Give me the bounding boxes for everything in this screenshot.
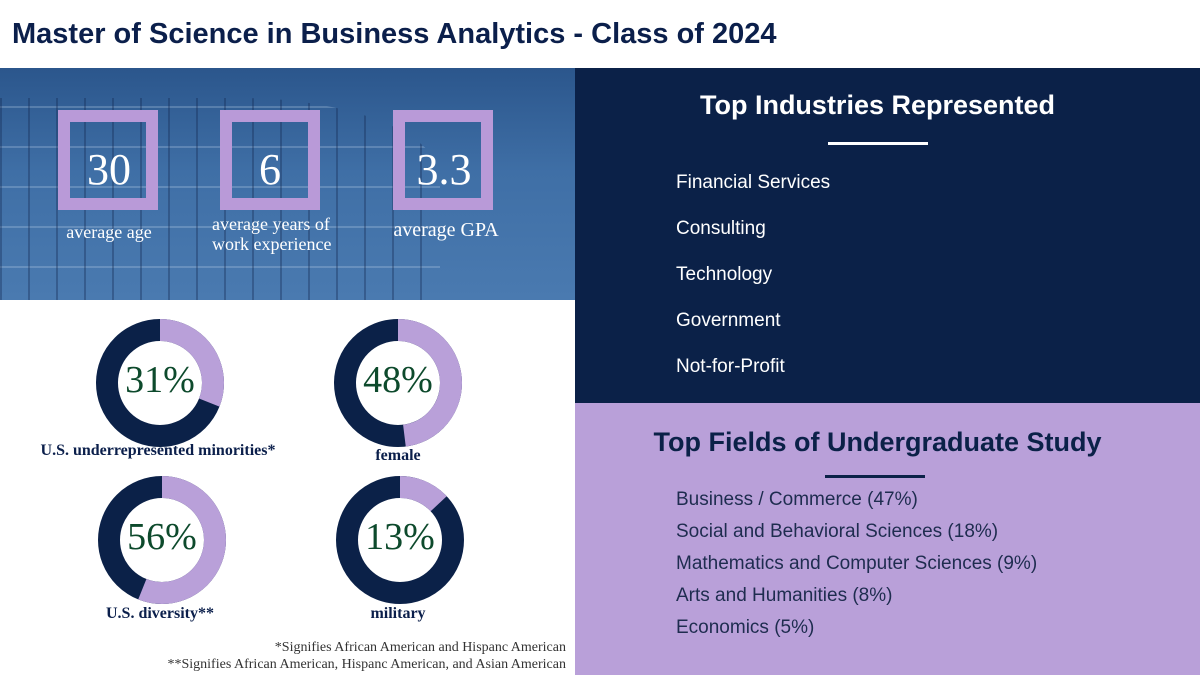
- stat-label: average years of work experience: [212, 214, 332, 254]
- donut-value: 48%: [363, 359, 433, 401]
- donut-segment: [98, 476, 226, 604]
- donut-chart: 13%: [335, 475, 465, 605]
- stat-value: 30: [87, 145, 131, 194]
- field-item: Mathematics and Computer Sciences (9%): [676, 553, 1038, 574]
- industry-item: Not-for-Profit: [676, 356, 785, 377]
- donut-chart: 31%: [95, 318, 225, 448]
- industries-heading: Top Industries Represented: [699, 90, 1056, 120]
- donut-label: U.S. underrepresented minorities*: [40, 442, 276, 459]
- campus-photo: 30 average age 6 average years of work e…: [0, 68, 575, 300]
- industries-panel: Top Industries Represented Financial Ser…: [575, 68, 1200, 403]
- industry-item: Technology: [676, 264, 773, 285]
- stat-label: average GPA: [393, 219, 499, 241]
- donut-segment: [334, 319, 462, 447]
- donut-segment: [96, 319, 224, 447]
- field-item: Arts and Humanities (8%): [676, 585, 893, 606]
- donut-chart: 56%: [97, 475, 227, 605]
- industry-item: Financial Services: [676, 172, 831, 193]
- field-item: Social and Behavioral Sciences (18%): [676, 521, 999, 542]
- stat-frame: [393, 110, 493, 210]
- divider: [828, 142, 928, 145]
- fields-heading: Top Fields of Undergraduate Study: [653, 427, 1102, 457]
- stat-value: 3.3: [416, 145, 472, 194]
- divider: [825, 475, 925, 478]
- industry-item: Government: [676, 310, 781, 331]
- footnote-1: *Signifies African American and Hispanc …: [274, 640, 566, 655]
- donut-label: female: [375, 447, 421, 464]
- field-item: Business / Commerce (47%): [676, 489, 918, 510]
- stat-frame: [58, 110, 158, 210]
- stat-frame: [220, 110, 320, 210]
- footnote-2: **Signifies African American, Hispanc Am…: [167, 657, 566, 672]
- donut-value: 13%: [365, 516, 435, 558]
- donut-value: 31%: [125, 359, 195, 401]
- stat-label: average age: [66, 222, 152, 242]
- donut-value: 56%: [127, 516, 197, 558]
- industry-item: Consulting: [676, 218, 766, 239]
- donut-chart: 48%: [333, 318, 463, 448]
- stat-value: 6: [259, 145, 281, 194]
- donut-label: military: [370, 605, 426, 622]
- field-item: Economics (5%): [676, 617, 815, 638]
- page-title: Master of Science in Business Analytics …: [12, 18, 777, 50]
- fields-panel: Top Fields of Undergraduate Study Busine…: [575, 403, 1200, 675]
- donut-label: U.S. diversity**: [106, 605, 214, 622]
- donut-segment: [336, 476, 464, 604]
